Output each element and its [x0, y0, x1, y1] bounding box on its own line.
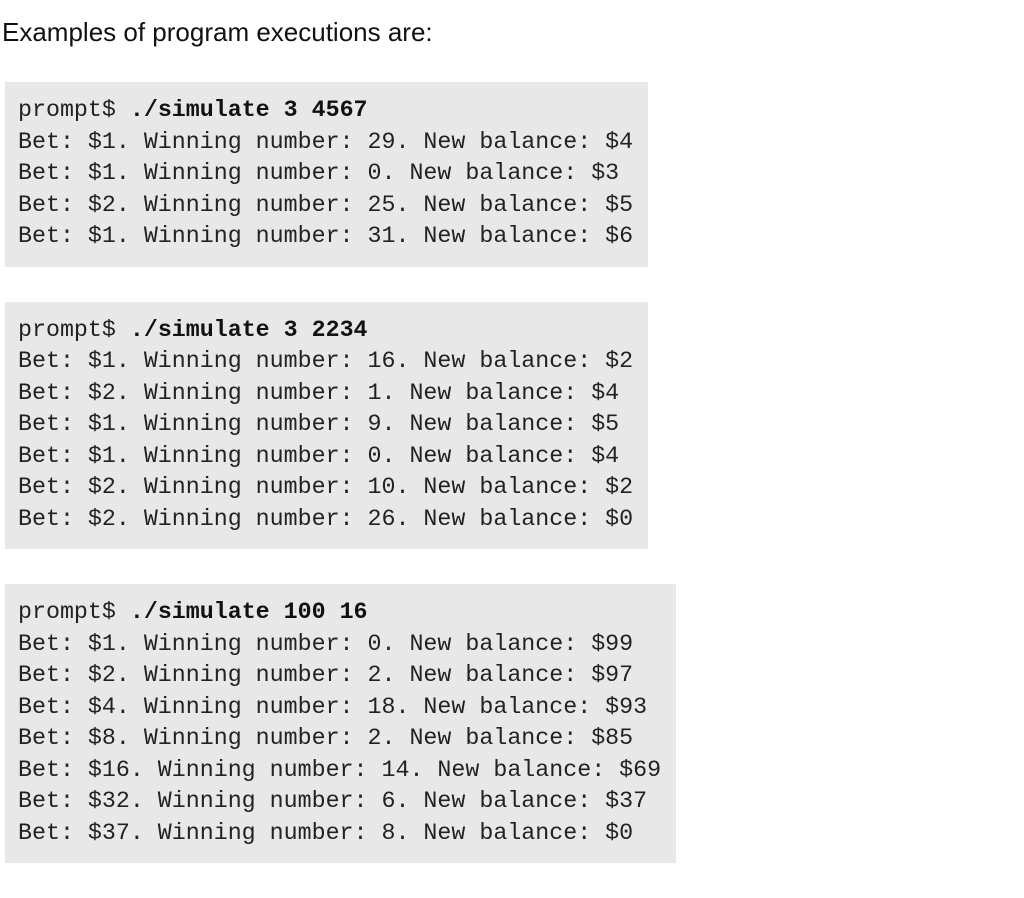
output-line: Bet: $2. Winning number: 25. New balance… — [18, 191, 634, 218]
prompt: prompt$ — [18, 599, 116, 625]
intro-text: Examples of program executions are: — [2, 17, 433, 47]
output-line: Bet: $8. Winning number: 2. New balance:… — [18, 725, 634, 751]
code-block: prompt$ ./simulate 3 2234 Bet: $1. Winnin… — [5, 301, 649, 549]
output-line: Bet: $1. Winning number: 29. New balance… — [18, 128, 634, 155]
output-line: Bet: $2. Winning number: 2. New balance:… — [18, 662, 634, 688]
output-line: Bet: $37. Winning number: 8. New balance… — [18, 819, 634, 846]
output-line: Bet: $1. Winning number: 16. New balance… — [18, 348, 634, 374]
output-line: Bet: $2. Winning number: 26. New balance… — [18, 505, 634, 532]
output-line: Bet: $32. Winning number: 6. New balance… — [18, 788, 648, 814]
command-line: prompt$ ./simulate 3 2234 — [18, 315, 633, 347]
code-examples: prompt$ ./simulate 3 4567 Bet: $1. Winnin… — [5, 82, 677, 898]
output-line: Bet: $1. Winning number: 0. New balance:… — [18, 160, 620, 186]
output-line: Bet: $2. Winning number: 10. New balance… — [18, 474, 634, 500]
command-line: prompt$ ./simulate 100 16 — [18, 597, 661, 629]
prompt: prompt$ — [18, 97, 116, 123]
output-line: Bet: $1. Winning number: 31. New balance… — [18, 223, 634, 249]
code-block: prompt$ ./simulate 3 4567 Bet: $1. Winnin… — [5, 82, 649, 267]
output-line: Bet: $1. Winning number: 0. New balance:… — [18, 442, 620, 469]
output-line: Bet: $1. Winning number: 9. New balance:… — [18, 411, 620, 437]
output-line: Bet: $2. Winning number: 1. New balance:… — [18, 379, 620, 406]
output-line: Bet: $1. Winning number: 0. New balance:… — [18, 630, 634, 657]
command-line: prompt$ ./simulate 3 4567 — [18, 95, 633, 127]
output-line: Bet: $16. Winning number: 14. New balanc… — [18, 756, 662, 783]
command: ./simulate 3 4567 — [129, 97, 368, 123]
output-line: Bet: $4. Winning number: 18. New balance… — [18, 693, 648, 720]
command: ./simulate 3 2234 — [129, 316, 368, 343]
command: ./simulate 100 16 — [129, 599, 368, 625]
code-block: prompt$ ./simulate 100 16 Bet: $1. Winnin… — [5, 584, 677, 863]
prompt: prompt$ — [18, 316, 116, 343]
